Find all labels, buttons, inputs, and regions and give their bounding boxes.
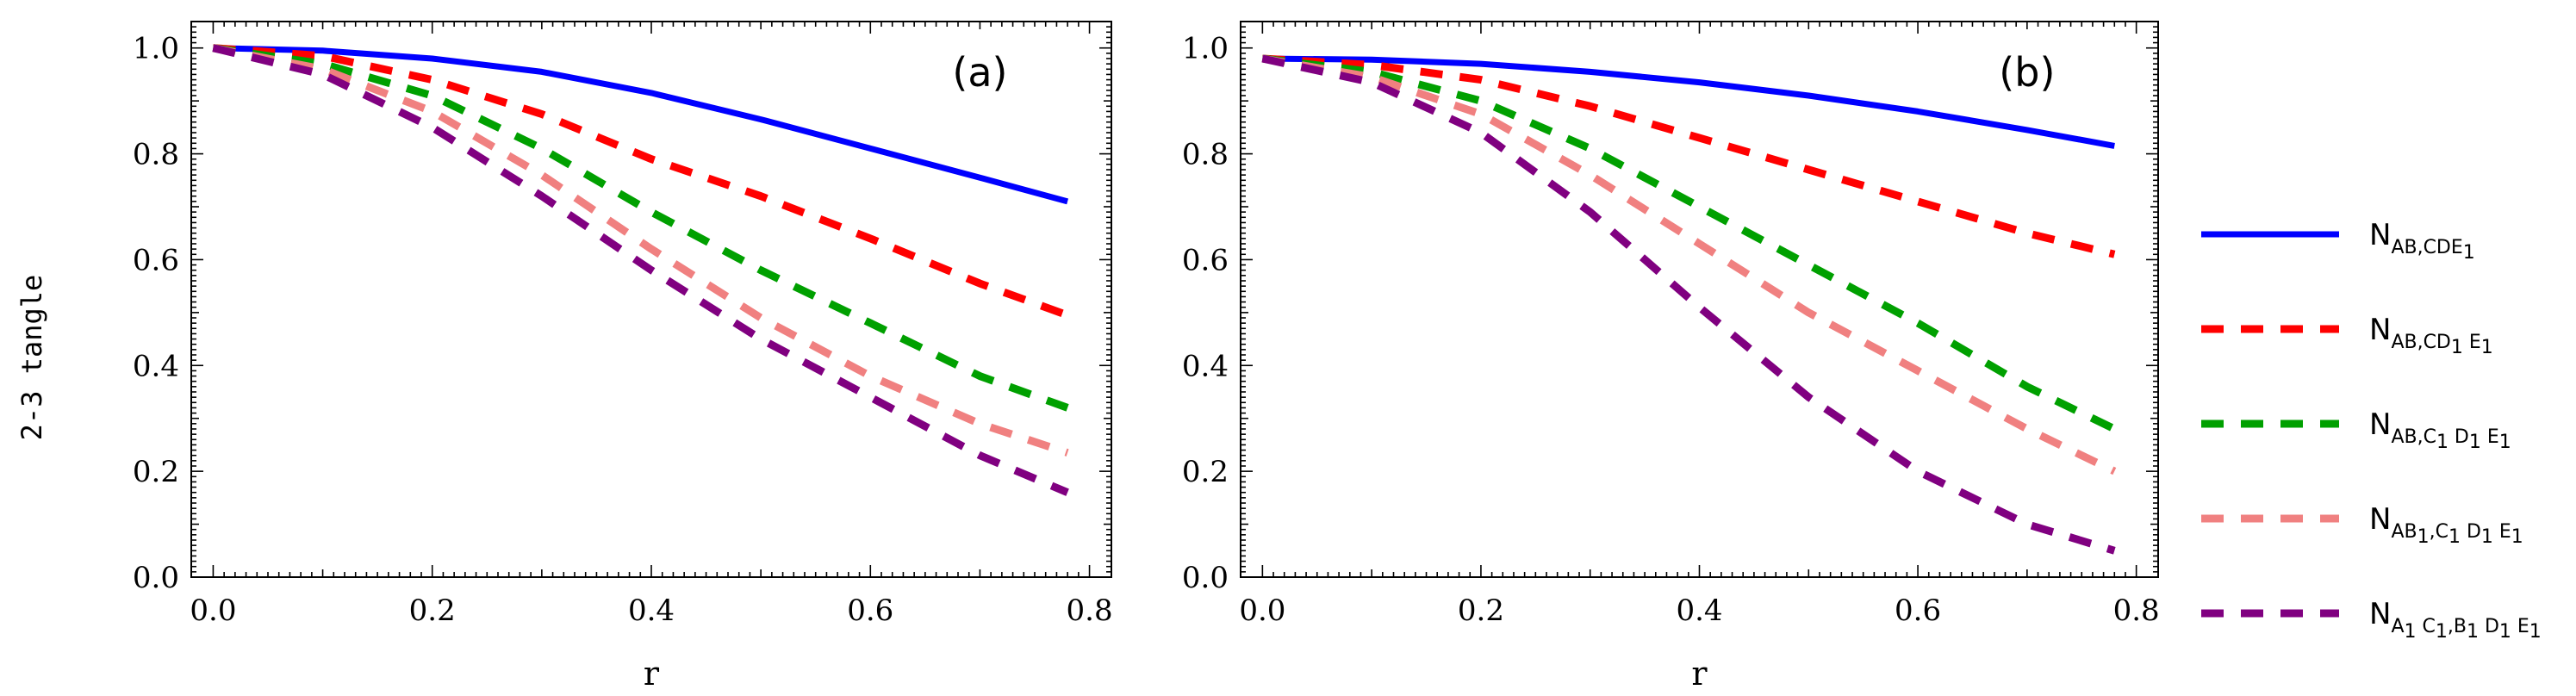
x-tick-label: 0.0 [1239, 593, 1285, 628]
legend-label-sub2: 1 [2417, 526, 2430, 548]
series-line [1262, 54, 2116, 258]
legend-label-base: N [2369, 407, 2391, 442]
legend-label-part: E [2511, 616, 2529, 637]
x-tick-label: 0.2 [1458, 593, 1504, 628]
y-tick-label: 0.0 [1182, 561, 1229, 595]
legend-label-part: D [2479, 616, 2499, 637]
x-axis-title: r [644, 655, 660, 693]
x-tick-label: 0.0 [190, 593, 236, 628]
y-tick-label: 1.0 [133, 32, 179, 66]
legend-label-base: N [2369, 502, 2391, 537]
legend-label-part: E [2463, 332, 2481, 353]
series-line [212, 44, 1069, 457]
legend-label-sub: AB,C [2391, 426, 2436, 448]
legend-label-part: D [2461, 521, 2481, 543]
x-tick-label: 0.4 [1676, 593, 1722, 628]
legend-label: NA1 C1,B1 D1 E1 [2369, 597, 2542, 643]
y-tick-label: 0.8 [1182, 138, 1229, 172]
legend-label-sub: A [2391, 616, 2404, 637]
legend-label-part-sub: 1 [2469, 432, 2481, 453]
legend-label-part-sub: 1 [2499, 432, 2511, 453]
legend-label-part-sub: 1 [2511, 526, 2523, 548]
legend-label-part-sub: 1 [2499, 621, 2511, 643]
legend-label: NAB,CDE1 [2369, 218, 2475, 264]
legend-label-part: D [2448, 426, 2469, 448]
legend-label-part: E [2493, 521, 2511, 543]
legend-label-base: N [2369, 218, 2391, 252]
panel-a: 0.0 0.2 0.4 0.6 0.8 0.0 0.2 0.4 0.6 0.8 1.0 r (a) [133, 21, 1113, 693]
series-line [213, 44, 1069, 320]
legend-label-sub2: 1 [2463, 242, 2475, 264]
legend-label-sub2: 1 [2451, 337, 2463, 358]
series-line [212, 44, 1069, 496]
y-tick-label: 0.6 [1182, 243, 1229, 277]
panel-label: (b) [1999, 49, 2055, 96]
legend-label-sub2: 1 [2436, 432, 2448, 453]
legend-label-base: N [2369, 313, 2391, 347]
legend-label-part: ,C [2430, 521, 2448, 543]
y-tick-label: 0.2 [1182, 455, 1229, 489]
legend-label-part: E [2481, 426, 2499, 448]
legend-label-part-sub: 1 [2481, 526, 2493, 548]
panel-label: (a) [952, 49, 1007, 96]
legend-label-sub: AB [2391, 521, 2417, 543]
legend-label-part-sub: 1 [2529, 621, 2542, 643]
legend-label-part-sub: 1 [2448, 526, 2461, 548]
legend-label-sub: AB,CD [2391, 332, 2450, 353]
x-tick-label: 0.6 [847, 593, 893, 628]
y-tick-label: 0.0 [133, 561, 179, 595]
y-tick-label: 0.6 [133, 243, 179, 277]
y-tick-label: 0.4 [1182, 349, 1229, 383]
legend-label-sub: AB,CDE [2391, 237, 2462, 258]
legend-label-part-sub: 1 [2481, 337, 2493, 358]
series-line [1261, 54, 2116, 555]
legend-label-base: N [2369, 597, 2391, 631]
x-tick-label: 0.2 [409, 593, 456, 628]
panel-b: 0.0 0.2 0.4 0.6 0.8 0.0 0.2 0.4 0.6 0.8 1.0 r (b) [1182, 21, 2160, 693]
legend-label: NAB,CD1 E1 [2369, 313, 2493, 358]
y-tick-label: 1.0 [1182, 32, 1229, 66]
legend-label: NAB,C1 D1 E1 [2369, 407, 2511, 453]
x-tick-label: 0.4 [628, 593, 675, 628]
x-tick-label: 0.8 [2113, 593, 2160, 628]
x-axis-title: r [1691, 655, 1708, 693]
y-tick-label: 0.8 [133, 138, 179, 172]
y-tick-label: 0.4 [133, 349, 179, 383]
series-line [213, 45, 1069, 205]
legend-label: NAB1,C1 D1 E1 [2369, 502, 2523, 548]
series-line [212, 44, 1069, 412]
legend-label-part: C [2417, 616, 2436, 637]
legend-label-sub2: 1 [2405, 621, 2417, 643]
y-tick-label: 0.2 [133, 455, 179, 489]
legend-label-part-sub: 1 [2436, 621, 2448, 643]
series-line [1261, 54, 2117, 433]
x-tick-label: 0.6 [1895, 593, 1941, 628]
series-line [1261, 54, 2117, 475]
legend-label-part-sub: 1 [2467, 621, 2479, 643]
y-axis-title: 2-3 tangle [16, 275, 48, 441]
x-tick-label: 0.8 [1067, 593, 1113, 628]
plot-frame [190, 21, 1112, 578]
series-line [1262, 55, 2115, 149]
legend-label-part: ,B [2448, 616, 2467, 637]
plot-frame [1240, 21, 2159, 578]
